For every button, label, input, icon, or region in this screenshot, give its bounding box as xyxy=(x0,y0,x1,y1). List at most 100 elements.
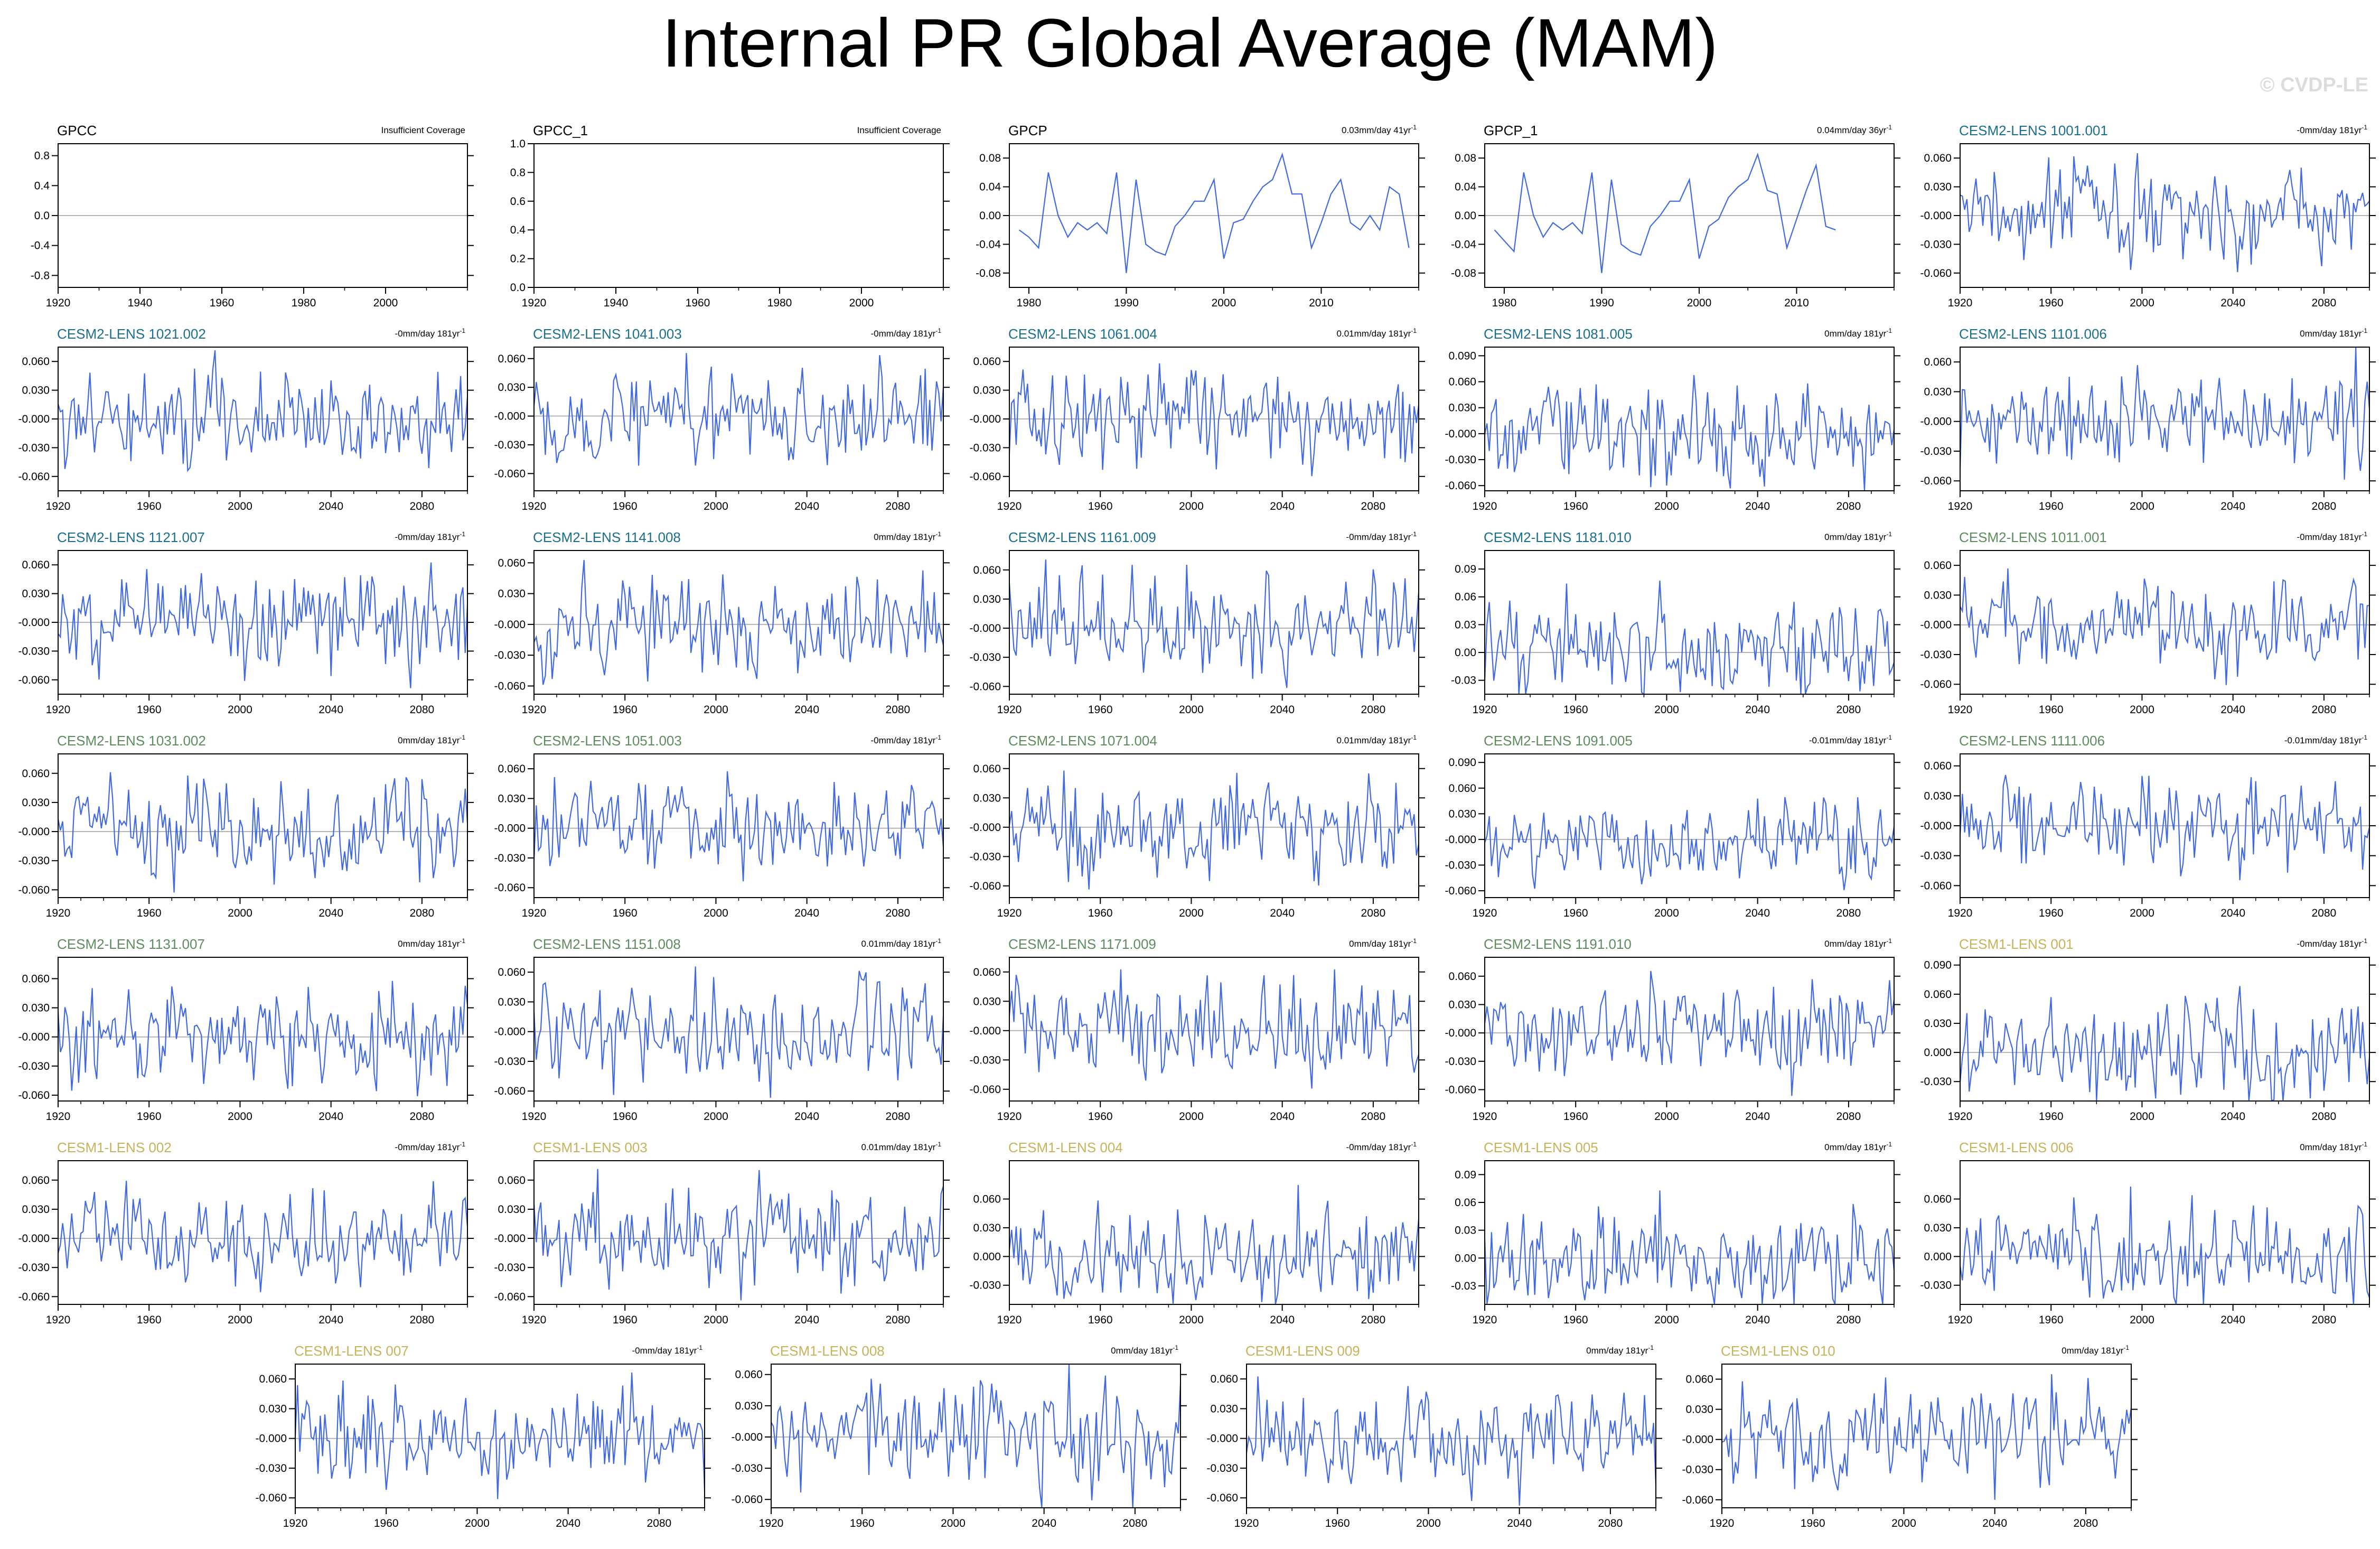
y-tick-label: -0.030 xyxy=(18,855,50,867)
panel-28: CESM1-LENS 004 -0mm/day 181yr-1 0.060 0.030… xyxy=(969,1140,1425,1326)
trend-label: -0mm/day 181yr-1 xyxy=(871,327,942,339)
x-tick-label: 2000 xyxy=(1416,1517,1441,1529)
x-tick-label: 2080 xyxy=(1361,907,1386,919)
trend-label: 0mm/day 181yr-1 xyxy=(1349,937,1417,949)
x-tick-label: 1920 xyxy=(522,907,547,919)
panel-4: GPCP_1 0.04mm/day 36yr-1 0.08 0.04 0.00 -0.04… xyxy=(1451,123,1900,309)
panel-3: GPCP 0.03mm/day 41yr-1 0.08 0.04 0.00 -0.04 -0… xyxy=(976,123,1425,309)
y-tick-label: 0.060 xyxy=(1924,356,1952,368)
y-tick-label: 0.0 xyxy=(34,210,50,222)
series-line xyxy=(57,772,468,893)
x-tick-label: 1920 xyxy=(46,704,71,716)
y-tick-label: -0.060 xyxy=(1920,475,1952,487)
series-line xyxy=(1959,775,2370,881)
y-tick-label: -0.08 xyxy=(976,267,1001,279)
panel-26: CESM1-LENS 002 -0mm/day 181yr-1 0.060 0.030… xyxy=(18,1140,474,1326)
y-tick-label: -0.060 xyxy=(969,880,1001,892)
panel-18: CESM2-LENS 1071.004 0.01mm/day 181yr-1 0.0… xyxy=(969,733,1425,919)
y-tick-label: 0.060 xyxy=(735,1369,763,1381)
y-tick-label: 0.030 xyxy=(973,995,1001,1007)
y-tick-label: -0.08 xyxy=(1451,267,1476,279)
x-tick-label: 1920 xyxy=(1473,1111,1497,1123)
y-tick-label: 0.060 xyxy=(1448,782,1476,795)
y-tick-label: 0.030 xyxy=(498,792,526,805)
trend-label: 0mm/day 181yr-1 xyxy=(1824,937,1892,949)
y-tick-label: 0.060 xyxy=(1924,1193,1952,1206)
y-tick-label: -0.04 xyxy=(976,238,1001,250)
x-tick-label: 1960 xyxy=(613,500,638,512)
panel-title: CESM2-LENS 1141.008 xyxy=(533,529,681,545)
x-tick-label: 2040 xyxy=(1270,907,1295,919)
panel-title: CESM2-LENS 1091.005 xyxy=(1484,733,1633,749)
y-tick-label: -0.060 xyxy=(731,1494,763,1506)
x-tick-label: 2000 xyxy=(704,704,728,716)
x-tick-label: 2010 xyxy=(1784,297,1809,309)
plot-frame xyxy=(1960,550,2370,695)
x-tick-label: 1960 xyxy=(2039,297,2064,309)
plot-frame xyxy=(1009,550,1419,695)
panel-title: CESM1-LENS 010 xyxy=(1721,1343,1835,1359)
x-tick-label: 2000 xyxy=(1891,1517,1916,1529)
x-tick-label: 2080 xyxy=(1123,1517,1148,1529)
x-tick-label: 2000 xyxy=(941,1517,966,1529)
x-tick-label: 1960 xyxy=(1088,1111,1113,1123)
y-tick-label: -0.060 xyxy=(494,1291,526,1303)
page-title: Internal PR Global Average (MAM) xyxy=(662,4,1718,81)
y-tick-label: -0.030 xyxy=(494,439,526,451)
y-tick-label: -0.060 xyxy=(969,1084,1001,1096)
y-tick-label: -0.000 xyxy=(969,413,1001,425)
y-tick-label: -0.030 xyxy=(969,1054,1001,1066)
x-tick-label: 2000 xyxy=(1179,500,1204,512)
y-tick-label: -0.060 xyxy=(494,882,526,894)
y-tick-label: 0.09 xyxy=(1455,563,1476,575)
y-tick-label: 0.08 xyxy=(979,152,1001,164)
x-tick-label: 2000 xyxy=(373,297,398,309)
x-tick-label: 1940 xyxy=(128,297,153,309)
x-tick-label: 1960 xyxy=(2039,1111,2064,1123)
x-tick-label: 1990 xyxy=(1589,297,1614,309)
panel-23: CESM2-LENS 1171.009 0mm/day 181yr-1 0.060 0… xyxy=(969,936,1425,1123)
x-tick-label: 1990 xyxy=(1114,297,1139,309)
x-tick-label: 2080 xyxy=(1361,704,1386,716)
y-tick-label: -0.000 xyxy=(18,1031,50,1043)
x-tick-label: 2080 xyxy=(886,907,911,919)
x-tick-label: 2080 xyxy=(1836,1111,1861,1123)
panel-title: GPCP xyxy=(1008,123,1047,138)
panel-title: CESM1-LENS 008 xyxy=(770,1343,885,1359)
series-line xyxy=(1008,559,1420,688)
x-tick-label: 1960 xyxy=(2039,500,2064,512)
panel-title: CESM2-LENS 1081.005 xyxy=(1484,326,1633,342)
x-tick-label: 1920 xyxy=(1948,1314,1973,1326)
y-tick-label: -0.000 xyxy=(1445,834,1476,846)
x-tick-label: 2080 xyxy=(1361,500,1386,512)
x-tick-label: 1960 xyxy=(613,1314,638,1326)
trend-label: 0mm/day 181yr-1 xyxy=(2300,1141,2367,1152)
x-tick-label: 2080 xyxy=(886,500,911,512)
trend-label: -0mm/day 181yr-1 xyxy=(2297,937,2368,949)
x-tick-label: 2080 xyxy=(2312,500,2337,512)
y-tick-label: 0.04 xyxy=(979,181,1001,193)
y-tick-label: -0.030 xyxy=(1920,445,1952,458)
x-tick-label: 1920 xyxy=(1473,907,1497,919)
x-tick-label: 2000 xyxy=(1212,297,1236,309)
plot-frame xyxy=(533,957,944,1102)
y-tick-label: -0.030 xyxy=(1445,1056,1476,1068)
y-tick-label: 0.060 xyxy=(973,564,1001,576)
x-tick-label: 2000 xyxy=(2130,297,2154,309)
y-tick-label: 0.060 xyxy=(22,356,50,368)
y-tick-label: 0.060 xyxy=(1685,1374,1713,1386)
x-tick-label: 1920 xyxy=(1948,1111,1973,1123)
panel-12: CESM2-LENS 1141.008 0mm/day 181yr-1 0.060 0… xyxy=(494,529,950,716)
x-tick-label: 1920 xyxy=(283,1517,308,1529)
panel-title: CESM2-LENS 1101.006 xyxy=(1959,326,2107,342)
y-tick-label: 0.060 xyxy=(1924,988,1952,1001)
y-tick-label: -0.060 xyxy=(1445,1084,1476,1096)
y-tick-label: -0.030 xyxy=(1920,238,1952,250)
x-tick-label: 2080 xyxy=(410,1314,435,1326)
x-tick-label: 1960 xyxy=(137,907,162,919)
panel-title: CESM2-LENS 1061.004 xyxy=(1008,326,1157,342)
series-line xyxy=(1008,363,1420,477)
panel-9: CESM2-LENS 1081.005 0mm/day 181yr-1 0.090 0… xyxy=(1445,326,1900,512)
y-tick-label: 0.000 xyxy=(1924,1047,1952,1059)
plot-frame xyxy=(1246,1364,1656,1508)
